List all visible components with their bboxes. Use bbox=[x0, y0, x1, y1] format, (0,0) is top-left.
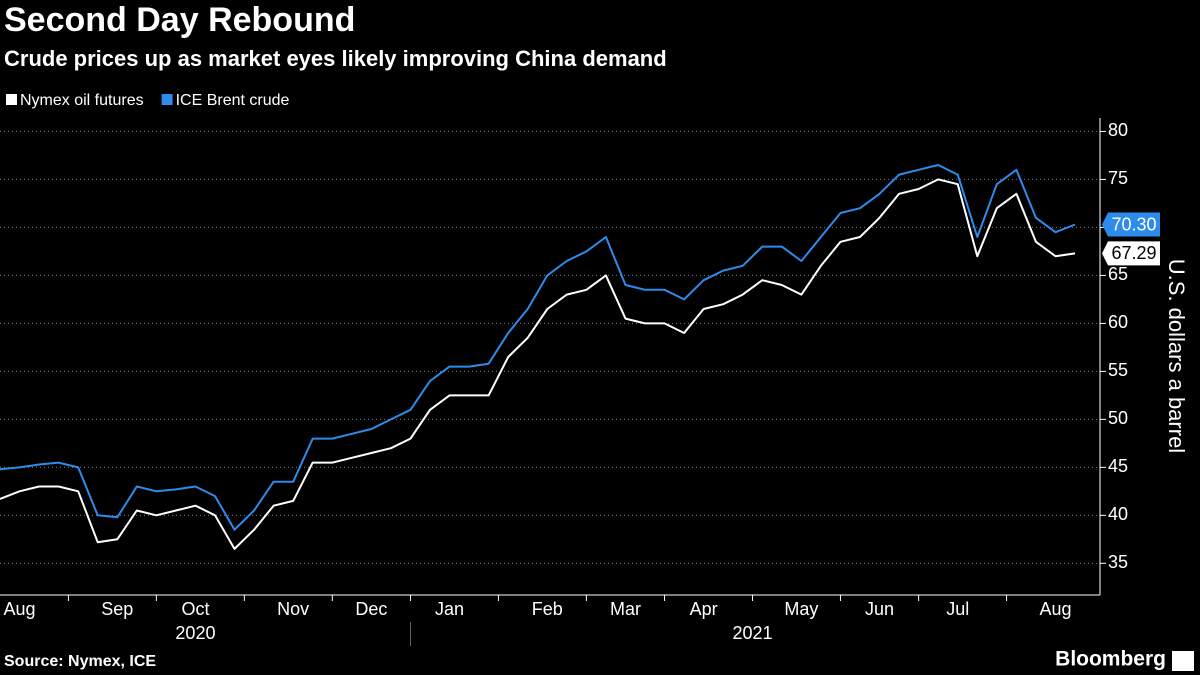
legend-swatch bbox=[161, 94, 173, 105]
y-tick-label: 55 bbox=[1108, 360, 1128, 380]
y-tick-label: 35 bbox=[1108, 552, 1128, 572]
year-label: 2021 bbox=[732, 623, 772, 643]
x-tick-label: Sep bbox=[101, 599, 133, 619]
brand-icon bbox=[1172, 651, 1194, 671]
year-label: 2020 bbox=[175, 623, 215, 643]
x-tick-label: Dec bbox=[355, 599, 387, 619]
value-label: 67.29 bbox=[1111, 243, 1156, 263]
value-label: 70.30 bbox=[1111, 214, 1156, 234]
y-tick-label: 40 bbox=[1108, 504, 1128, 524]
x-tick-label: Aug bbox=[4, 599, 36, 619]
x-tick-label: Aug bbox=[1039, 599, 1071, 619]
y-tick-label: 45 bbox=[1108, 456, 1128, 476]
y-tick-label: 80 bbox=[1108, 120, 1128, 140]
value-label-box bbox=[1102, 212, 1160, 237]
legend-label: ICE Brent crude bbox=[176, 92, 290, 109]
x-tick-label: Nov bbox=[277, 599, 309, 619]
brand: Bloomberg bbox=[1055, 648, 1166, 671]
y-tick-label: 75 bbox=[1108, 168, 1128, 188]
source: Source: Nymex, ICE bbox=[4, 653, 156, 670]
x-tick-label: Jan bbox=[435, 599, 464, 619]
legend-swatch bbox=[6, 94, 17, 105]
y-tick-label: 50 bbox=[1108, 408, 1128, 428]
y-tick-label: 65 bbox=[1108, 264, 1128, 284]
y-axis-label: U.S. dollars a barrel bbox=[1164, 259, 1189, 453]
chart-title: Second Day Rebound bbox=[4, 1, 355, 39]
y-tick-label: 60 bbox=[1108, 312, 1128, 332]
series-line bbox=[0, 178, 1076, 550]
x-tick-label: May bbox=[784, 599, 818, 619]
x-tick-label: Feb bbox=[532, 599, 563, 619]
x-tick-label: Mar bbox=[610, 599, 641, 619]
x-tick-label: Oct bbox=[181, 599, 209, 619]
x-tick-label: Apr bbox=[690, 599, 718, 619]
x-tick-label: Jul bbox=[946, 599, 969, 619]
chart-subtitle: Crude prices up as market eyes likely im… bbox=[4, 46, 667, 71]
legend-label: Nymex oil futures bbox=[20, 92, 144, 109]
series-line bbox=[0, 164, 1076, 531]
x-tick-label: Jun bbox=[865, 599, 894, 619]
value-label-box bbox=[1102, 241, 1160, 266]
